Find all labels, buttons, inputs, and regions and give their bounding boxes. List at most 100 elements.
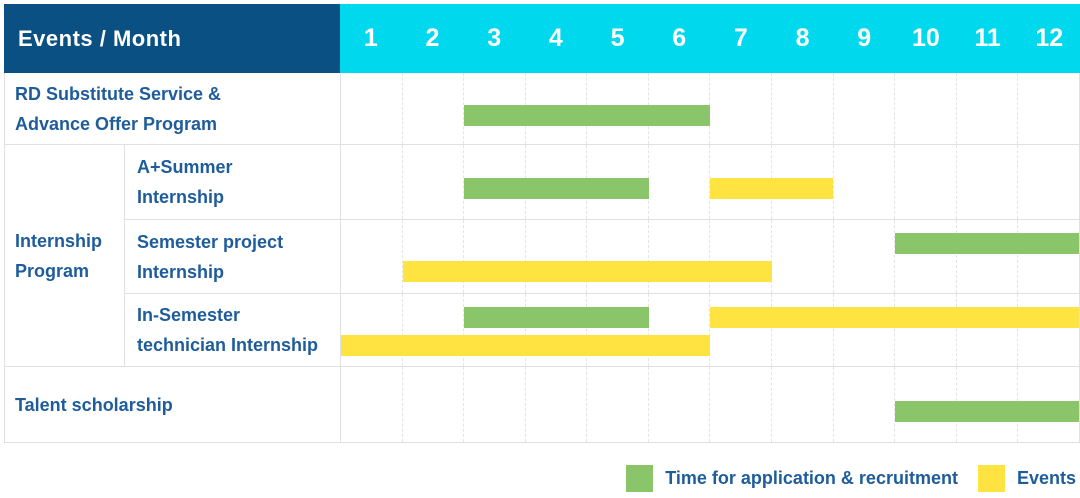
month-cell (771, 220, 833, 293)
row-label-line: Advance Offer Program (15, 113, 218, 134)
month-header-2: 2 (425, 24, 440, 52)
month-header-7: 7 (733, 24, 748, 52)
row-label-line: technician Internship (137, 335, 319, 355)
month-cell (771, 294, 833, 366)
month-cell (1017, 220, 1079, 293)
month-cell (894, 145, 956, 219)
month-header-1: 1 (363, 24, 378, 52)
month-cell (1017, 73, 1079, 144)
month-cell (463, 367, 525, 442)
month-cell (709, 367, 771, 442)
row-label: In-Semester technician Internship (125, 294, 341, 366)
month-cell (401, 294, 464, 366)
month-header-5: 5 (610, 24, 625, 52)
month-cell (524, 294, 587, 366)
month-cell (955, 294, 1018, 366)
month-cell (341, 367, 402, 442)
row-label-line: Talent scholarship (15, 394, 173, 415)
events-swatch-icon (977, 465, 1005, 492)
table-header-row: Events / Month 1 2 3 4 5 6 7 8 9 10 11 12 (4, 4, 1080, 73)
gantt-bar-recruitment (894, 233, 1079, 254)
gantt-grid-cell (341, 220, 1079, 293)
month-cell (1017, 145, 1079, 219)
gantt-bar-event (402, 261, 772, 282)
row-label-line: Internship (137, 261, 225, 282)
gantt-chart: Events / Month 1 2 3 4 5 6 7 8 9 10 11 12 RD Substi… (4, 4, 1080, 443)
gantt-bar-recruitment (464, 178, 649, 200)
month-cell (586, 294, 648, 366)
events-month-header: Events / Month (4, 4, 340, 73)
month-cell (955, 145, 1018, 219)
month-header-3: 3 (487, 24, 502, 52)
month-cell (524, 367, 587, 442)
recruitment-swatch-icon (626, 465, 654, 492)
gantt-row: Semester project Internship (125, 220, 1079, 294)
month-cell (709, 294, 771, 366)
month-cell (341, 220, 402, 293)
month-cell (647, 294, 710, 366)
month-cell (1017, 294, 1079, 366)
month-header-strip: 1 2 3 4 5 6 7 8 9 10 11 12 (340, 4, 1080, 73)
month-cell (401, 220, 464, 293)
row-label: A+Summer Internship (125, 145, 341, 219)
row-label-line: RD Substitute Service & (15, 83, 222, 104)
month-cell (832, 145, 895, 219)
month-cell (647, 220, 710, 293)
month-cell (894, 294, 956, 366)
legend-label-recruitment: Time for application & recruitment (665, 468, 958, 488)
month-cell (524, 220, 587, 293)
month-cell (832, 367, 895, 442)
gantt-grid-cell (341, 73, 1079, 144)
gantt-row: Talent scholarship (5, 367, 1079, 442)
month-header-9: 9 (857, 24, 872, 52)
month-cell (463, 220, 525, 293)
row-label-line: Internship (15, 230, 103, 251)
gantt-grid-cell (341, 294, 1079, 366)
gantt-bar-recruitment (464, 104, 710, 126)
month-cell (771, 367, 833, 442)
month-cell (401, 367, 464, 442)
month-cell (709, 220, 771, 293)
gantt-bar-event (341, 335, 710, 356)
month-cell (463, 145, 525, 219)
gantt-grid-cell (341, 145, 1079, 219)
row-label-line: A+Summer (137, 157, 233, 177)
row-label-line: Program (15, 260, 90, 281)
month-cell (463, 73, 525, 144)
month-cell (341, 145, 402, 219)
row-label-line: In-Semester (137, 305, 241, 325)
month-header-10: 10 (911, 24, 940, 52)
month-cell (586, 220, 648, 293)
gantt-grid-cell (341, 367, 1079, 442)
gantt-bar-event (710, 307, 1079, 328)
legend: Time for application & recruitment Event… (0, 465, 1076, 492)
gantt-table-body: RD Substitute Service & Advance Offer Pro… (4, 73, 1080, 443)
gantt-row: A+Summer Internship (125, 145, 1079, 220)
month-header-8: 8 (795, 24, 810, 52)
month-cell (894, 73, 956, 144)
month-cell (955, 220, 1018, 293)
group-label: Internship Program (5, 145, 125, 366)
row-label: RD Substitute Service & Advance Offer Pro… (5, 73, 341, 144)
month-cell (832, 73, 895, 144)
month-cell (647, 367, 710, 442)
month-cell (709, 73, 771, 144)
month-header-12: 12 (1035, 24, 1064, 52)
legend-label-events: Events (1016, 468, 1076, 488)
group-subrows: A+Summer Internship Semester project Intern… (125, 145, 1079, 366)
month-header-4: 4 (548, 24, 563, 52)
row-label: Semester project Internship (125, 220, 341, 293)
gantt-row: RD Substitute Service & Advance Offer Pro… (5, 73, 1079, 145)
gantt-group-row: Internship Program A+Summer Internship Semes… (5, 145, 1079, 367)
gantt-bar-recruitment (464, 307, 649, 328)
month-cell (832, 294, 895, 366)
month-cell (401, 73, 464, 144)
gantt-bar-recruitment (894, 400, 1079, 422)
row-label-line: Semester project (137, 231, 284, 252)
month-cell (955, 73, 1018, 144)
gantt-bar-event (710, 178, 833, 200)
row-label: Talent scholarship (5, 367, 341, 442)
month-cell (709, 145, 771, 219)
month-header-6: 6 (672, 24, 687, 52)
month-cell (463, 294, 525, 366)
